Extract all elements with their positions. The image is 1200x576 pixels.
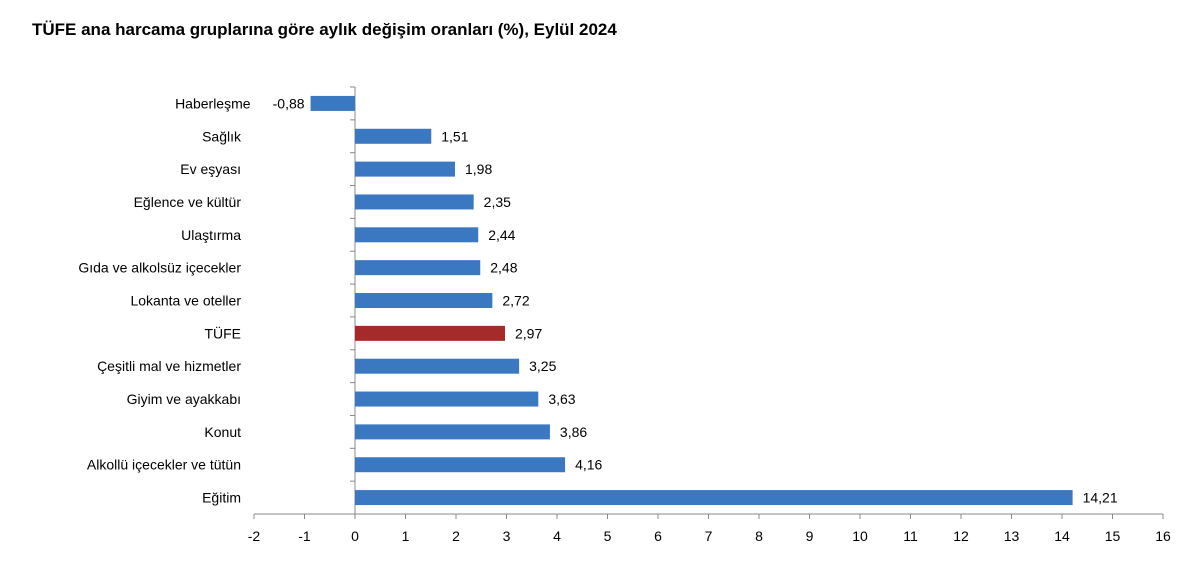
bar-4	[355, 194, 474, 210]
x-tick-label: 10	[852, 528, 868, 544]
x-tick-label: 1	[402, 528, 410, 544]
bar-13	[355, 490, 1073, 506]
category-label: Eğlence ve kültür	[134, 194, 242, 210]
category-label: TÜFE	[204, 324, 241, 341]
data-label: 1,98	[465, 161, 492, 177]
data-label: 4,16	[575, 457, 602, 473]
x-tick-label: 0	[351, 528, 359, 544]
bar-10	[355, 391, 539, 407]
x-tick-label: 16	[1155, 528, 1171, 544]
x-tick-label: 9	[806, 528, 814, 544]
bar-2	[355, 128, 432, 144]
x-tick-label: 15	[1105, 528, 1121, 544]
category-label: Sağlık	[202, 128, 242, 144]
x-tick-label: 14	[1054, 528, 1070, 544]
x-tick-label: 4	[553, 528, 561, 544]
data-label: 3,25	[529, 358, 556, 374]
x-tick-label: 13	[1004, 528, 1020, 544]
x-tick-label: 8	[755, 528, 763, 544]
category-label: Giyim ve ayakkabı	[127, 391, 241, 407]
bar-8	[355, 325, 505, 341]
bar-6	[355, 260, 481, 276]
category-label: Lokanta ve oteller	[130, 293, 241, 309]
bar-3	[355, 161, 455, 177]
data-label: 2,72	[502, 293, 529, 309]
x-tick-label: 2	[452, 528, 460, 544]
chart-title: TÜFE ana harcama gruplarına göre aylık d…	[32, 20, 617, 39]
bar-11	[355, 424, 550, 440]
x-tick-label: -2	[248, 528, 261, 544]
data-label: 2,44	[488, 227, 515, 243]
category-label: Gıda ve alkolsüz içecekler	[78, 260, 241, 276]
x-tick-label: 7	[705, 528, 713, 544]
category-label: Çeşitli mal ve hizmetler	[97, 358, 241, 374]
x-tick-label: -1	[298, 528, 311, 544]
data-label: 14,21	[1083, 490, 1118, 506]
category-label: Ulaştırma	[181, 227, 241, 243]
x-tick-label: 5	[604, 528, 612, 544]
bar-5	[355, 227, 479, 243]
data-label: 3,63	[548, 391, 575, 407]
category-label: Haberleşme	[175, 95, 251, 111]
data-label: 3,86	[560, 424, 587, 440]
x-tick-label: 11	[903, 528, 918, 544]
bar-1	[310, 95, 355, 111]
data-label: 2,35	[484, 194, 511, 210]
bar-7	[355, 293, 493, 308]
data-label: -0,88	[273, 95, 305, 111]
category-label: Konut	[204, 424, 241, 440]
x-tick-label: 12	[953, 528, 969, 544]
x-tick-label: 3	[503, 528, 511, 544]
category-label: Ev eşyası	[180, 161, 241, 177]
x-tick-label: 6	[654, 528, 662, 544]
data-label: 1,51	[441, 128, 468, 144]
data-label: 2,48	[490, 260, 517, 276]
bar-9	[355, 358, 520, 374]
category-label: Eğitim	[202, 490, 241, 506]
bar-12	[355, 457, 566, 473]
data-label: 2,97	[515, 325, 542, 341]
category-label: Alkollü içecekler ve tütün	[87, 457, 241, 473]
